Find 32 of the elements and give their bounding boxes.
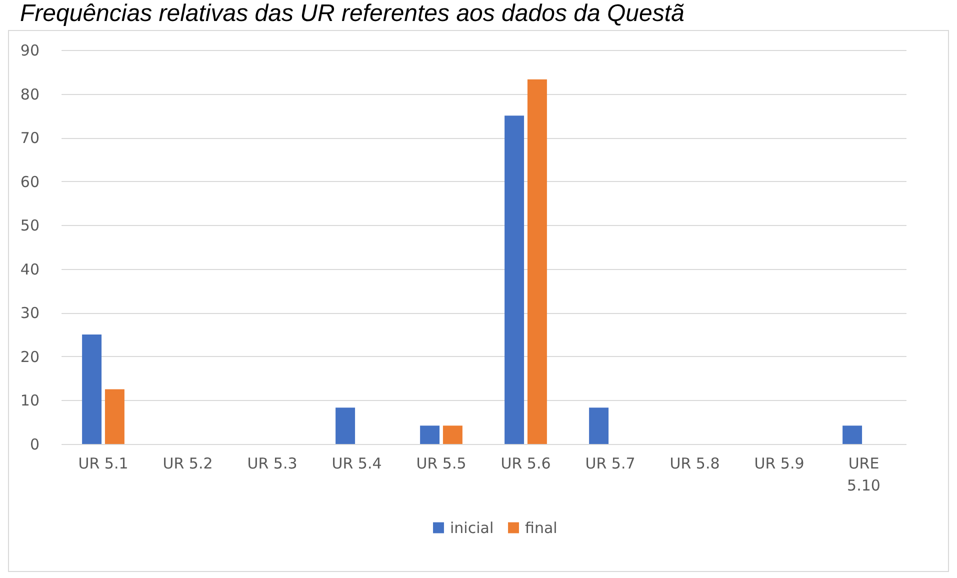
x-tick-label: UR 5.7	[585, 454, 636, 472]
x-tick-label: UR 5.4	[332, 454, 382, 472]
y-tick-label: 10	[20, 392, 40, 410]
y-tick-label: 80	[20, 85, 40, 104]
x-tick-label: UR 5.2	[162, 454, 213, 472]
chart-title: Frequências relativas das UR referentes aos dados da Questã	[20, 0, 686, 28]
x-tick-label: UR 5.8	[670, 454, 720, 472]
bar	[442, 426, 462, 444]
bar	[82, 334, 102, 444]
x-tick-label: URE 5.10	[847, 454, 880, 494]
x-tick-label: UR 5.9	[754, 454, 804, 472]
x-tick-label: UR 5.5	[416, 454, 466, 472]
y-tick-label: 60	[20, 172, 40, 191]
y-tick-label: 50	[20, 216, 40, 235]
y-tick-label: 0	[30, 436, 40, 454]
legend-label: inicial	[450, 518, 494, 537]
x-tick-label: UR 5.3	[247, 454, 298, 472]
bar	[589, 408, 609, 444]
bar	[420, 426, 440, 444]
y-tick-label: 40	[20, 260, 40, 278]
y-tick-label: 30	[20, 304, 40, 322]
y-tick-label: 20	[20, 348, 40, 366]
x-tick-label: UR 5.1	[78, 454, 128, 472]
bar	[842, 426, 862, 444]
bar	[527, 79, 547, 444]
bar	[336, 408, 356, 444]
y-tick-label: 70	[20, 129, 40, 148]
legend-label: final	[525, 518, 558, 537]
y-tick-label: 90	[20, 42, 40, 60]
bar	[504, 116, 524, 444]
x-tick-label: UR 5.6	[500, 454, 551, 472]
bar	[104, 389, 124, 444]
